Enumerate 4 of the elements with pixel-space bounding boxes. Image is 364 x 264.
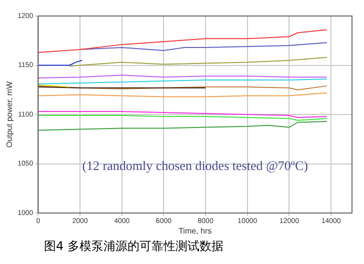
x-axis-title: Time, hrs: [178, 226, 212, 236]
y-axis-title: Output power, mW: [5, 80, 14, 148]
annotation: (12 randomly chosen diodes tested @70ºC): [82, 158, 308, 174]
caption: 图4 多模泵浦源的可靠性测试数据: [44, 238, 224, 255]
